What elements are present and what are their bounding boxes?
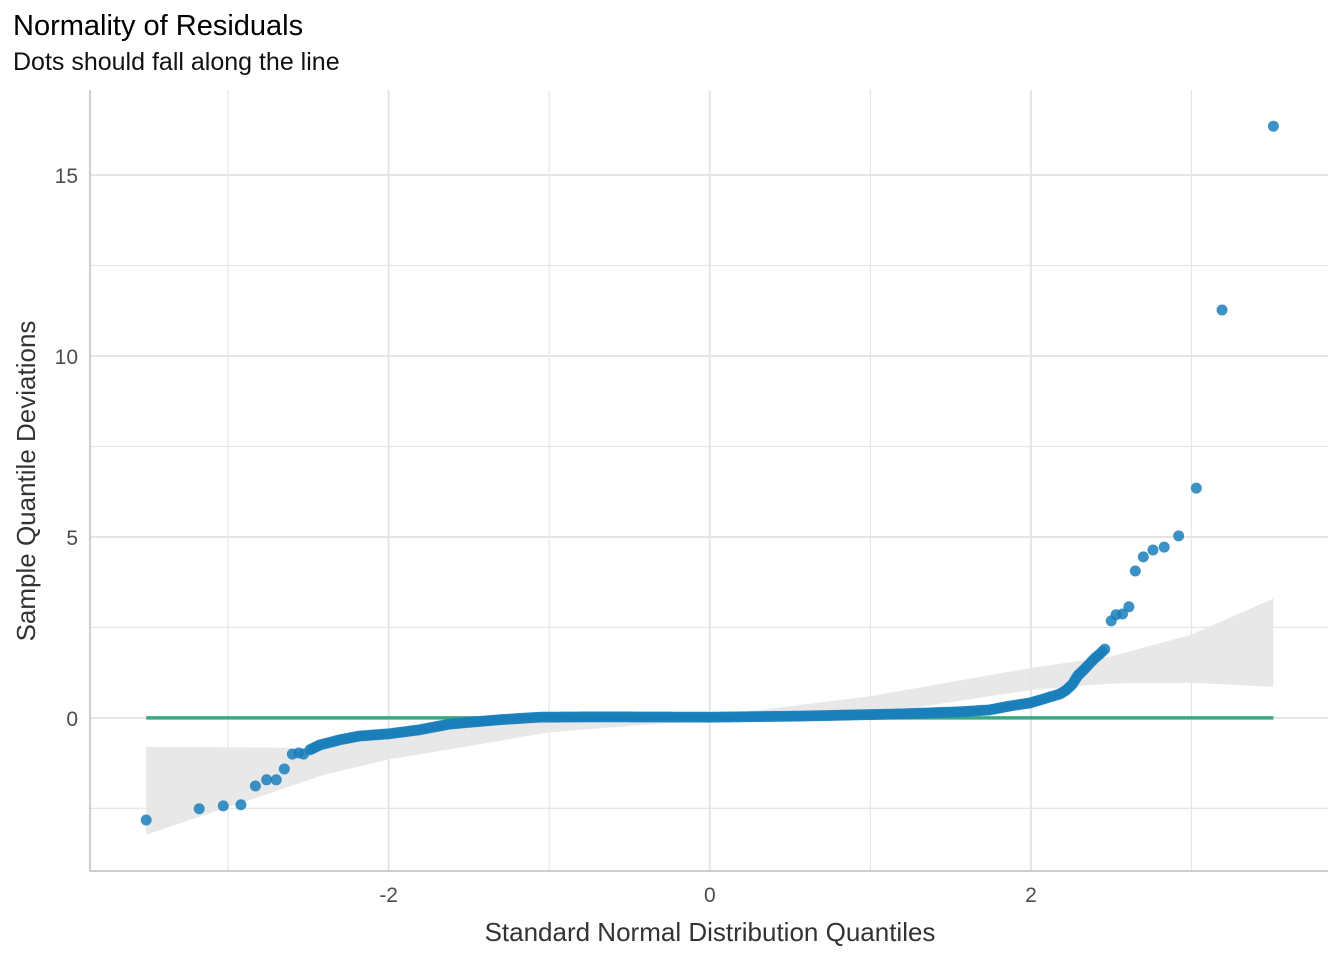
data-point bbox=[1123, 601, 1135, 613]
x-tick-label: 2 bbox=[1025, 884, 1037, 907]
data-point bbox=[1190, 482, 1202, 494]
data-point bbox=[261, 774, 273, 786]
data-point bbox=[193, 803, 205, 815]
data-point bbox=[1129, 565, 1141, 577]
data-point bbox=[249, 780, 261, 792]
chart-title: Normality of Residuals bbox=[13, 10, 304, 42]
y-tick-label: 5 bbox=[66, 527, 78, 550]
data-point bbox=[217, 800, 229, 812]
x-axis-label: Standard Normal Distribution Quantiles bbox=[485, 917, 936, 947]
data-point bbox=[270, 774, 282, 786]
y-tick-label: 0 bbox=[66, 708, 78, 731]
y-axis-label: Sample Quantile Deviations bbox=[11, 321, 41, 642]
data-point bbox=[235, 799, 247, 811]
x-tick-label: -2 bbox=[379, 884, 398, 907]
data-point bbox=[278, 763, 290, 775]
y-tick-label: 15 bbox=[55, 165, 78, 188]
data-point bbox=[1158, 541, 1170, 553]
data-point bbox=[1137, 551, 1149, 563]
data-point bbox=[1216, 304, 1228, 316]
data-point bbox=[1267, 120, 1279, 132]
y-tick-label: 10 bbox=[55, 346, 78, 369]
data-point bbox=[1099, 643, 1111, 655]
data-point bbox=[1173, 530, 1185, 542]
data-point bbox=[1116, 608, 1128, 620]
x-tick-label: 0 bbox=[704, 884, 716, 907]
data-point bbox=[140, 814, 152, 826]
chart-subtitle: Dots should fall along the line bbox=[13, 48, 340, 76]
data-point bbox=[1147, 544, 1159, 556]
